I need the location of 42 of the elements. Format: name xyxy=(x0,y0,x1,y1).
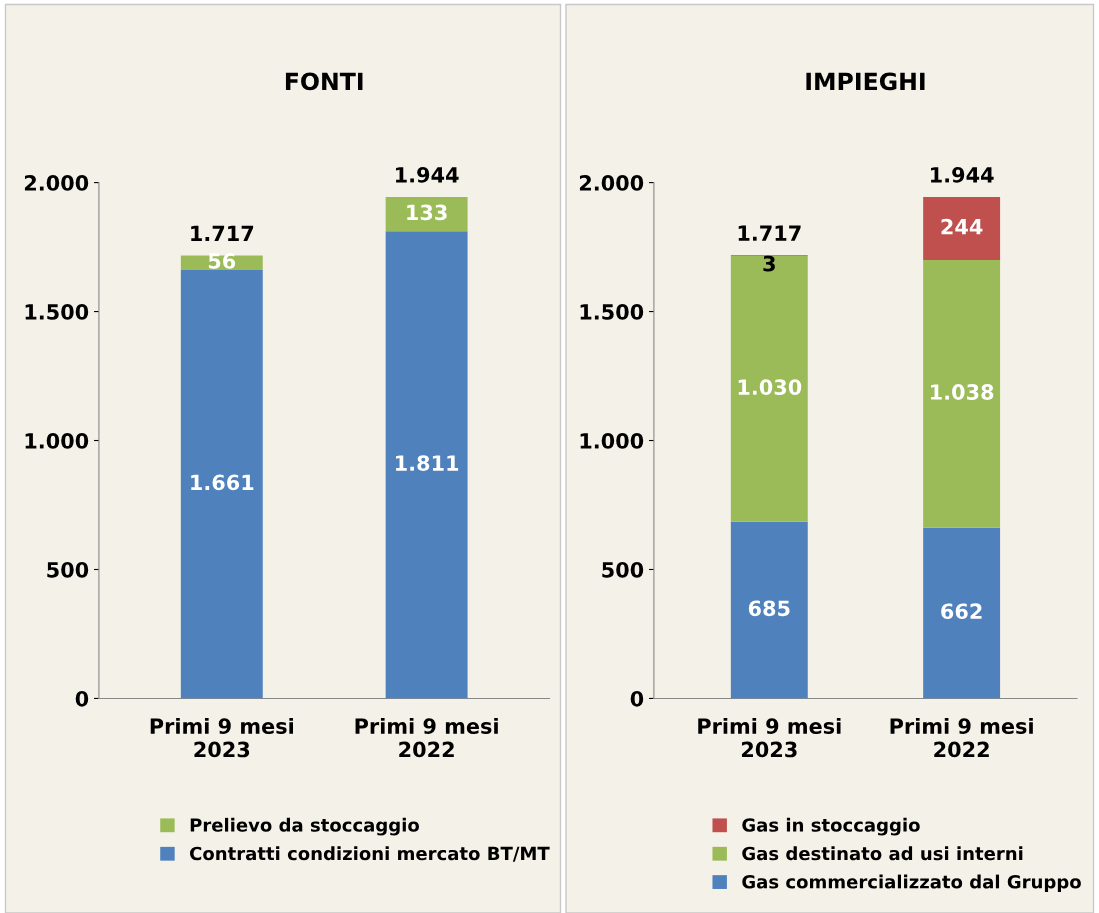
data-label: 685 xyxy=(748,600,790,617)
bar xyxy=(180,270,263,699)
data-label: 1.661 xyxy=(191,474,254,491)
data-label: 3 xyxy=(763,255,775,272)
total-label: 1.944 xyxy=(931,166,994,183)
y-tick-label: 0 xyxy=(75,690,89,707)
y-tick-label: 1.500 xyxy=(580,304,644,320)
legend-label: Prelievo da stoccaggio xyxy=(190,817,420,836)
x-tick-label: Primi 9 mesi 2022 xyxy=(355,717,498,758)
data-label: 662 xyxy=(941,603,982,620)
x-tick-label: Primi 9 mesi 2023 xyxy=(698,717,841,758)
legend-label: Gas in stoccaggio xyxy=(742,817,920,836)
y-tick-label: 1.000 xyxy=(580,432,644,449)
total-label: 1.717 xyxy=(191,225,254,241)
data-label: 133 xyxy=(407,204,447,221)
x-tick-label: Primi 9 mesi 2023 xyxy=(150,717,293,758)
y-tick-label: 500 xyxy=(47,561,89,578)
data-label: 1.038 xyxy=(931,384,994,400)
data-label: 56 xyxy=(208,253,236,269)
bar xyxy=(730,256,808,522)
y-tick-label: 1.000 xyxy=(25,432,89,449)
data-label: 1.030 xyxy=(738,379,802,395)
y-tick-label: 2.000 xyxy=(579,175,644,191)
data-label: 1.811 xyxy=(396,455,459,471)
data-label: 244 xyxy=(941,218,983,235)
legend-label: Contratti condizioni mercato BT/MT xyxy=(190,846,550,862)
bar xyxy=(730,521,808,699)
chart-title: FONTI xyxy=(285,72,363,91)
chart-title: IMPIEGHI xyxy=(806,72,925,91)
y-tick-label: 0 xyxy=(630,690,644,707)
bar xyxy=(923,197,1001,260)
legend-label: Gas commercializzato dal Gruppo xyxy=(742,874,1081,893)
bar xyxy=(385,231,468,699)
bar xyxy=(923,527,1001,699)
bar xyxy=(923,259,1001,528)
legend-label: Gas destinato ad usi interni xyxy=(742,846,1023,861)
total-label: 1.944 xyxy=(396,166,459,183)
y-tick-label: 2.000 xyxy=(24,175,89,191)
total-label: 1.717 xyxy=(738,225,801,241)
y-tick-label: 500 xyxy=(602,561,644,578)
x-tick-label: Primi 9 mesi 2022 xyxy=(890,717,1033,758)
y-tick-label: 1.500 xyxy=(25,304,89,320)
